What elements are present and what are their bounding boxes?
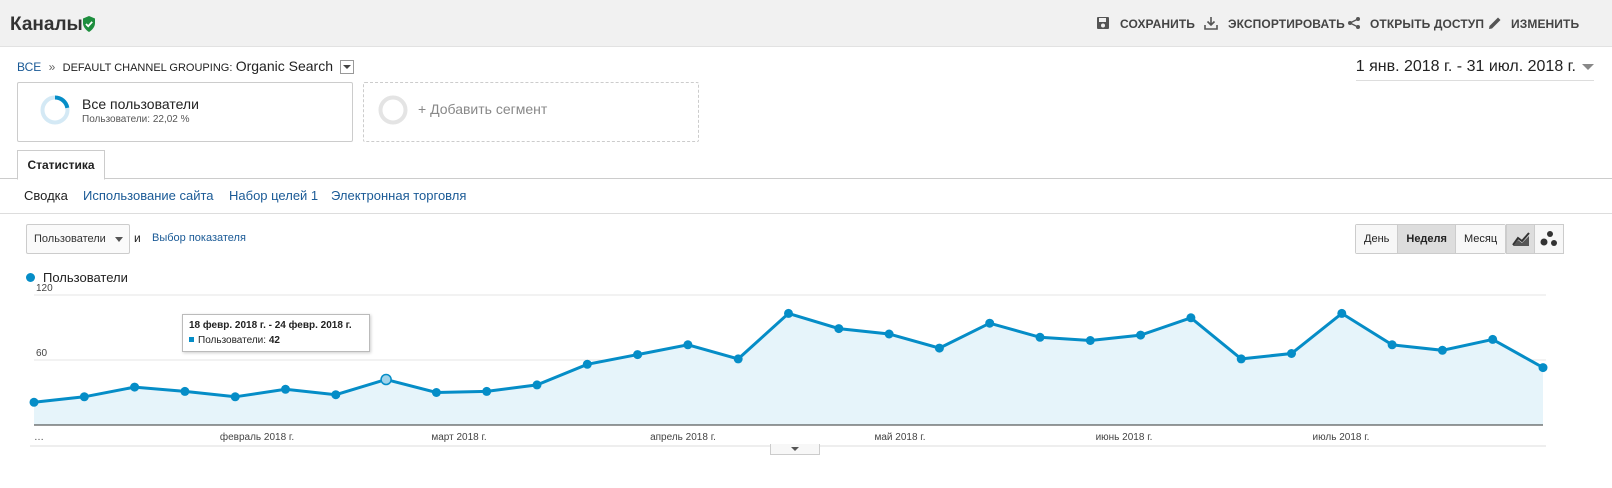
data-point [532, 380, 542, 390]
select-metric-link[interactable]: Выбор показателя [152, 232, 246, 244]
period-week-button[interactable]: Неделя [1397, 225, 1455, 253]
breadcrumb-separator: » [48, 60, 56, 74]
x-tick-label: апрель 2018 г. [650, 432, 716, 443]
data-point [1085, 336, 1095, 345]
data-point [482, 386, 492, 396]
line-chart-icon [1512, 232, 1530, 246]
subtab-goal-set-1[interactable]: Набор целей 1 [229, 188, 319, 203]
share-button[interactable]: ОТКРЫТЬ ДОСТУП [1370, 17, 1485, 31]
data-point [29, 397, 39, 407]
data-point [380, 373, 392, 386]
share-icon[interactable] [1347, 16, 1361, 30]
segment-share: Пользователи: 22,02 % [82, 114, 190, 125]
segment-ring-icon [40, 95, 70, 125]
data-point [1437, 345, 1447, 355]
data-point [130, 382, 140, 392]
empty-segment-ring-icon [378, 95, 408, 125]
metric-select[interactable]: Пользователи [26, 224, 130, 254]
page-title: Каналы [10, 14, 83, 35]
download-icon[interactable] [1204, 16, 1218, 30]
tab-divider [0, 178, 1612, 179]
chart-tooltip: 18 февр. 2018 г. - 24 февр. 2018 г. Поль… [182, 314, 370, 352]
and-label: и [134, 231, 141, 245]
segment-name: Все пользователи [82, 96, 199, 112]
date-range-picker[interactable]: 1 янв. 2018 г. - 31 июл. 2018 г. [1355, 58, 1594, 81]
data-point [230, 392, 240, 402]
data-point [1136, 330, 1146, 340]
data-point [784, 308, 793, 318]
segment-card-all-users[interactable]: Все пользователи Пользователи: 22,02 % [17, 82, 353, 142]
tooltip-date: 18 февр. 2018 г. - 24 февр. 2018 г. [189, 320, 352, 331]
motion-chart-view-button[interactable] [1534, 224, 1564, 254]
tooltip-value-row: Пользователи: 42 [189, 335, 280, 346]
data-point [1186, 313, 1196, 323]
legend-series-label: Пользователи [43, 270, 128, 285]
data-point [733, 354, 743, 364]
pencil-icon[interactable] [1488, 16, 1502, 30]
divider [0, 213, 1612, 214]
data-point [1387, 340, 1397, 350]
chevron-down-icon [115, 237, 123, 242]
breadcrumb-value: Organic Search [235, 58, 333, 74]
top-bar: Каналы СОХРАНИТЬ ЭКСПОРТИРОВАТЬ ОТКРЫТЬ … [0, 0, 1612, 47]
chart-legend[interactable]: Пользователи [26, 270, 128, 285]
data-point [633, 350, 643, 360]
dimension-dropdown-button[interactable] [340, 59, 355, 74]
data-point [934, 343, 944, 353]
line-chart-view-button[interactable] [1506, 224, 1536, 254]
period-toggle: День Неделя Месяц [1355, 224, 1507, 254]
data-point [180, 386, 190, 396]
data-point [79, 392, 89, 402]
period-day-button[interactable]: День [1356, 225, 1398, 253]
subtab-site-usage[interactable]: Использование сайта [83, 188, 214, 203]
y-tick-label: 60 [36, 348, 48, 359]
subtab-ecommerce[interactable]: Электронная торговля [331, 188, 467, 203]
tab-statistics[interactable]: Статистика [17, 150, 105, 180]
date-range-label: 1 янв. 2018 г. - 31 июл. 2018 г. [1355, 58, 1576, 75]
x-tick-label: февраль 2018 г. [220, 431, 294, 443]
data-point [281, 384, 290, 394]
verified-shield-icon [83, 16, 95, 32]
add-segment-label: + Добавить сегмент [418, 101, 548, 117]
data-point [1538, 363, 1548, 373]
data-point [1488, 334, 1498, 344]
breadcrumb: ВСЕ » DEFAULT CHANNEL GROUPING: Organic … [17, 58, 355, 75]
breadcrumb-dimension: DEFAULT CHANNEL GROUPING: [62, 62, 233, 74]
data-point [431, 388, 441, 397]
tooltip-label: Пользователи: [198, 335, 267, 346]
bubble-chart-icon [1540, 231, 1557, 246]
data-point [331, 390, 341, 400]
save-icon[interactable] [1096, 16, 1110, 30]
metric-select-value: Пользователи [34, 233, 106, 245]
series-swatch [189, 337, 194, 342]
x-tick-label: июнь 2018 г. [1096, 432, 1153, 443]
data-point [1287, 349, 1296, 358]
data-point [985, 318, 995, 328]
breadcrumb-root-link[interactable]: ВСЕ [17, 60, 42, 74]
x-tick-label: … [34, 432, 44, 443]
tooltip-value: 42 [268, 335, 280, 346]
data-point [1236, 354, 1246, 364]
data-point [1035, 332, 1045, 342]
data-point [683, 340, 693, 350]
data-point [884, 329, 894, 339]
x-tick-label: май 2018 г. [874, 432, 925, 443]
chart-expand-toggle[interactable] [770, 444, 820, 455]
chevron-down-icon [1582, 63, 1594, 70]
period-month-button[interactable]: Месяц [1454, 225, 1506, 253]
edit-button[interactable]: ИЗМЕНИТЬ [1511, 17, 1580, 31]
subtab-summary[interactable]: Сводка [24, 188, 68, 203]
data-point [1337, 308, 1347, 318]
x-tick-label: июль 2018 г. [1313, 432, 1370, 443]
series-color-dot [26, 273, 35, 282]
data-point [582, 359, 592, 369]
save-button[interactable]: СОХРАНИТЬ [1120, 17, 1196, 31]
data-point [834, 324, 844, 334]
export-button[interactable]: ЭКСПОРТИРОВАТЬ [1228, 17, 1345, 31]
add-segment-card[interactable]: + Добавить сегмент [363, 82, 699, 142]
x-tick-label: март 2018 г. [431, 432, 486, 443]
